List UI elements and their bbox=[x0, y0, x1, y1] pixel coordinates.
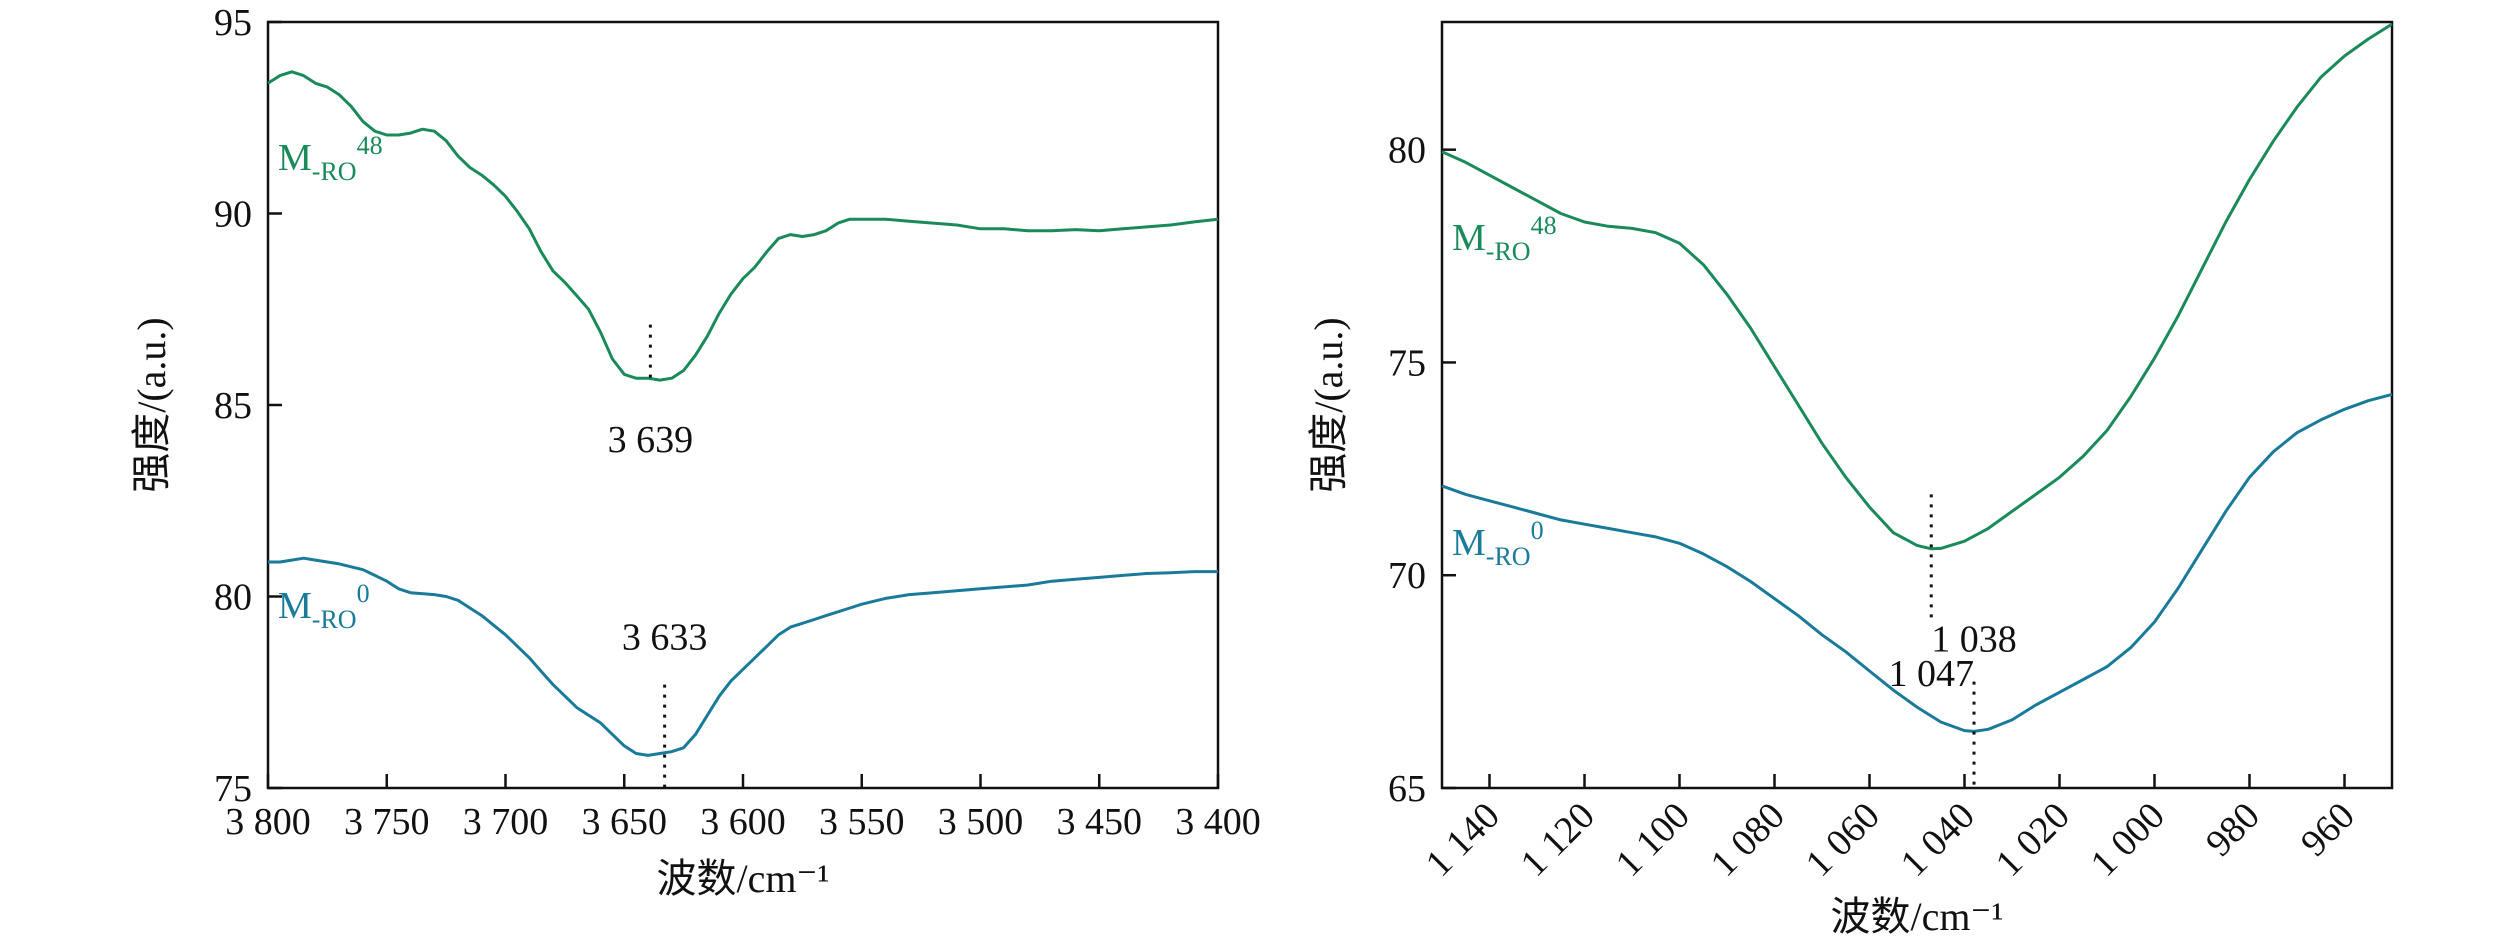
x-tick-label: 1 100 bbox=[1608, 795, 1698, 885]
x-axis-title: 波数/cm⁻¹ bbox=[1830, 894, 2003, 939]
series-line-m_ro0 bbox=[1441, 392, 2393, 733]
x-tick-label: 1 140 bbox=[1418, 795, 1508, 885]
x-tick-label: 1 040 bbox=[1893, 795, 1983, 885]
x-axis-title: 波数/cm⁻¹ bbox=[656, 856, 829, 901]
peak-label: 1 038 bbox=[1931, 619, 2017, 661]
y-tick-label: 70 bbox=[1388, 555, 1426, 597]
x-tick-label: 3 500 bbox=[938, 801, 1024, 843]
x-tick-label: 1 060 bbox=[1798, 795, 1888, 885]
y-tick-label: 95 bbox=[214, 2, 252, 44]
x-tick-label: 3 600 bbox=[700, 801, 786, 843]
y-tick-label: 65 bbox=[1388, 768, 1426, 810]
series-line-m_ro0 bbox=[268, 556, 1218, 757]
x-tick-label: 960 bbox=[2293, 795, 2363, 865]
y-axis-title: 强度/(a.u.) bbox=[1306, 317, 1351, 493]
y-tick-label: 80 bbox=[214, 577, 252, 619]
y-tick-label: 75 bbox=[1388, 342, 1426, 384]
x-tick-label: 3 650 bbox=[582, 801, 668, 843]
x-tick-label: 1 080 bbox=[1703, 795, 1793, 885]
x-tick-label: 1 020 bbox=[1988, 795, 2078, 885]
series-line-m_ro48 bbox=[267, 70, 1219, 382]
y-tick-label: 85 bbox=[214, 385, 252, 427]
series-line-m_ro48 bbox=[1441, 22, 2393, 551]
x-tick-label: 3 550 bbox=[819, 801, 905, 843]
x-tick-label: 980 bbox=[2198, 795, 2268, 865]
peak-label: 1 047 bbox=[1889, 653, 1975, 695]
y-tick-label: 75 bbox=[214, 768, 252, 810]
y-tick-label: 80 bbox=[1388, 130, 1426, 172]
peak-label: 3 639 bbox=[608, 419, 694, 461]
x-tick-label: 1 120 bbox=[1513, 795, 1603, 885]
series-label-m_ro48: M-RO48 bbox=[1452, 211, 1557, 266]
series-label-m_ro0: M-RO0 bbox=[1452, 516, 1544, 571]
left-chart-panel: 3 800 3 750 3 700 3 650 3 600 3 550 3 500 3 450… bbox=[129, 2, 1261, 901]
y-tick-label: 90 bbox=[214, 194, 252, 236]
series-label-m_ro48: M-RO48 bbox=[278, 131, 383, 186]
peak-label: 3 633 bbox=[622, 617, 708, 659]
x-tick-label: 3 450 bbox=[1057, 801, 1143, 843]
plot-frame bbox=[1440, 20, 2394, 790]
plot-frame bbox=[266, 20, 1220, 790]
x-tick-label: 3 700 bbox=[463, 801, 549, 843]
right-chart-panel: 1 140 1 120 1 100 1 080 1 060 1 040 1 020 1 000… bbox=[1306, 20, 2394, 939]
x-tick-label: 3 400 bbox=[1175, 801, 1261, 843]
y-axis-title: 强度/(a.u.) bbox=[129, 317, 174, 493]
x-tick-label: 1 000 bbox=[2083, 795, 2173, 885]
x-tick-label: 3 800 bbox=[225, 801, 311, 843]
series-label-m_ro0: M-RO0 bbox=[278, 579, 370, 634]
x-tick-label: 3 750 bbox=[344, 801, 430, 843]
